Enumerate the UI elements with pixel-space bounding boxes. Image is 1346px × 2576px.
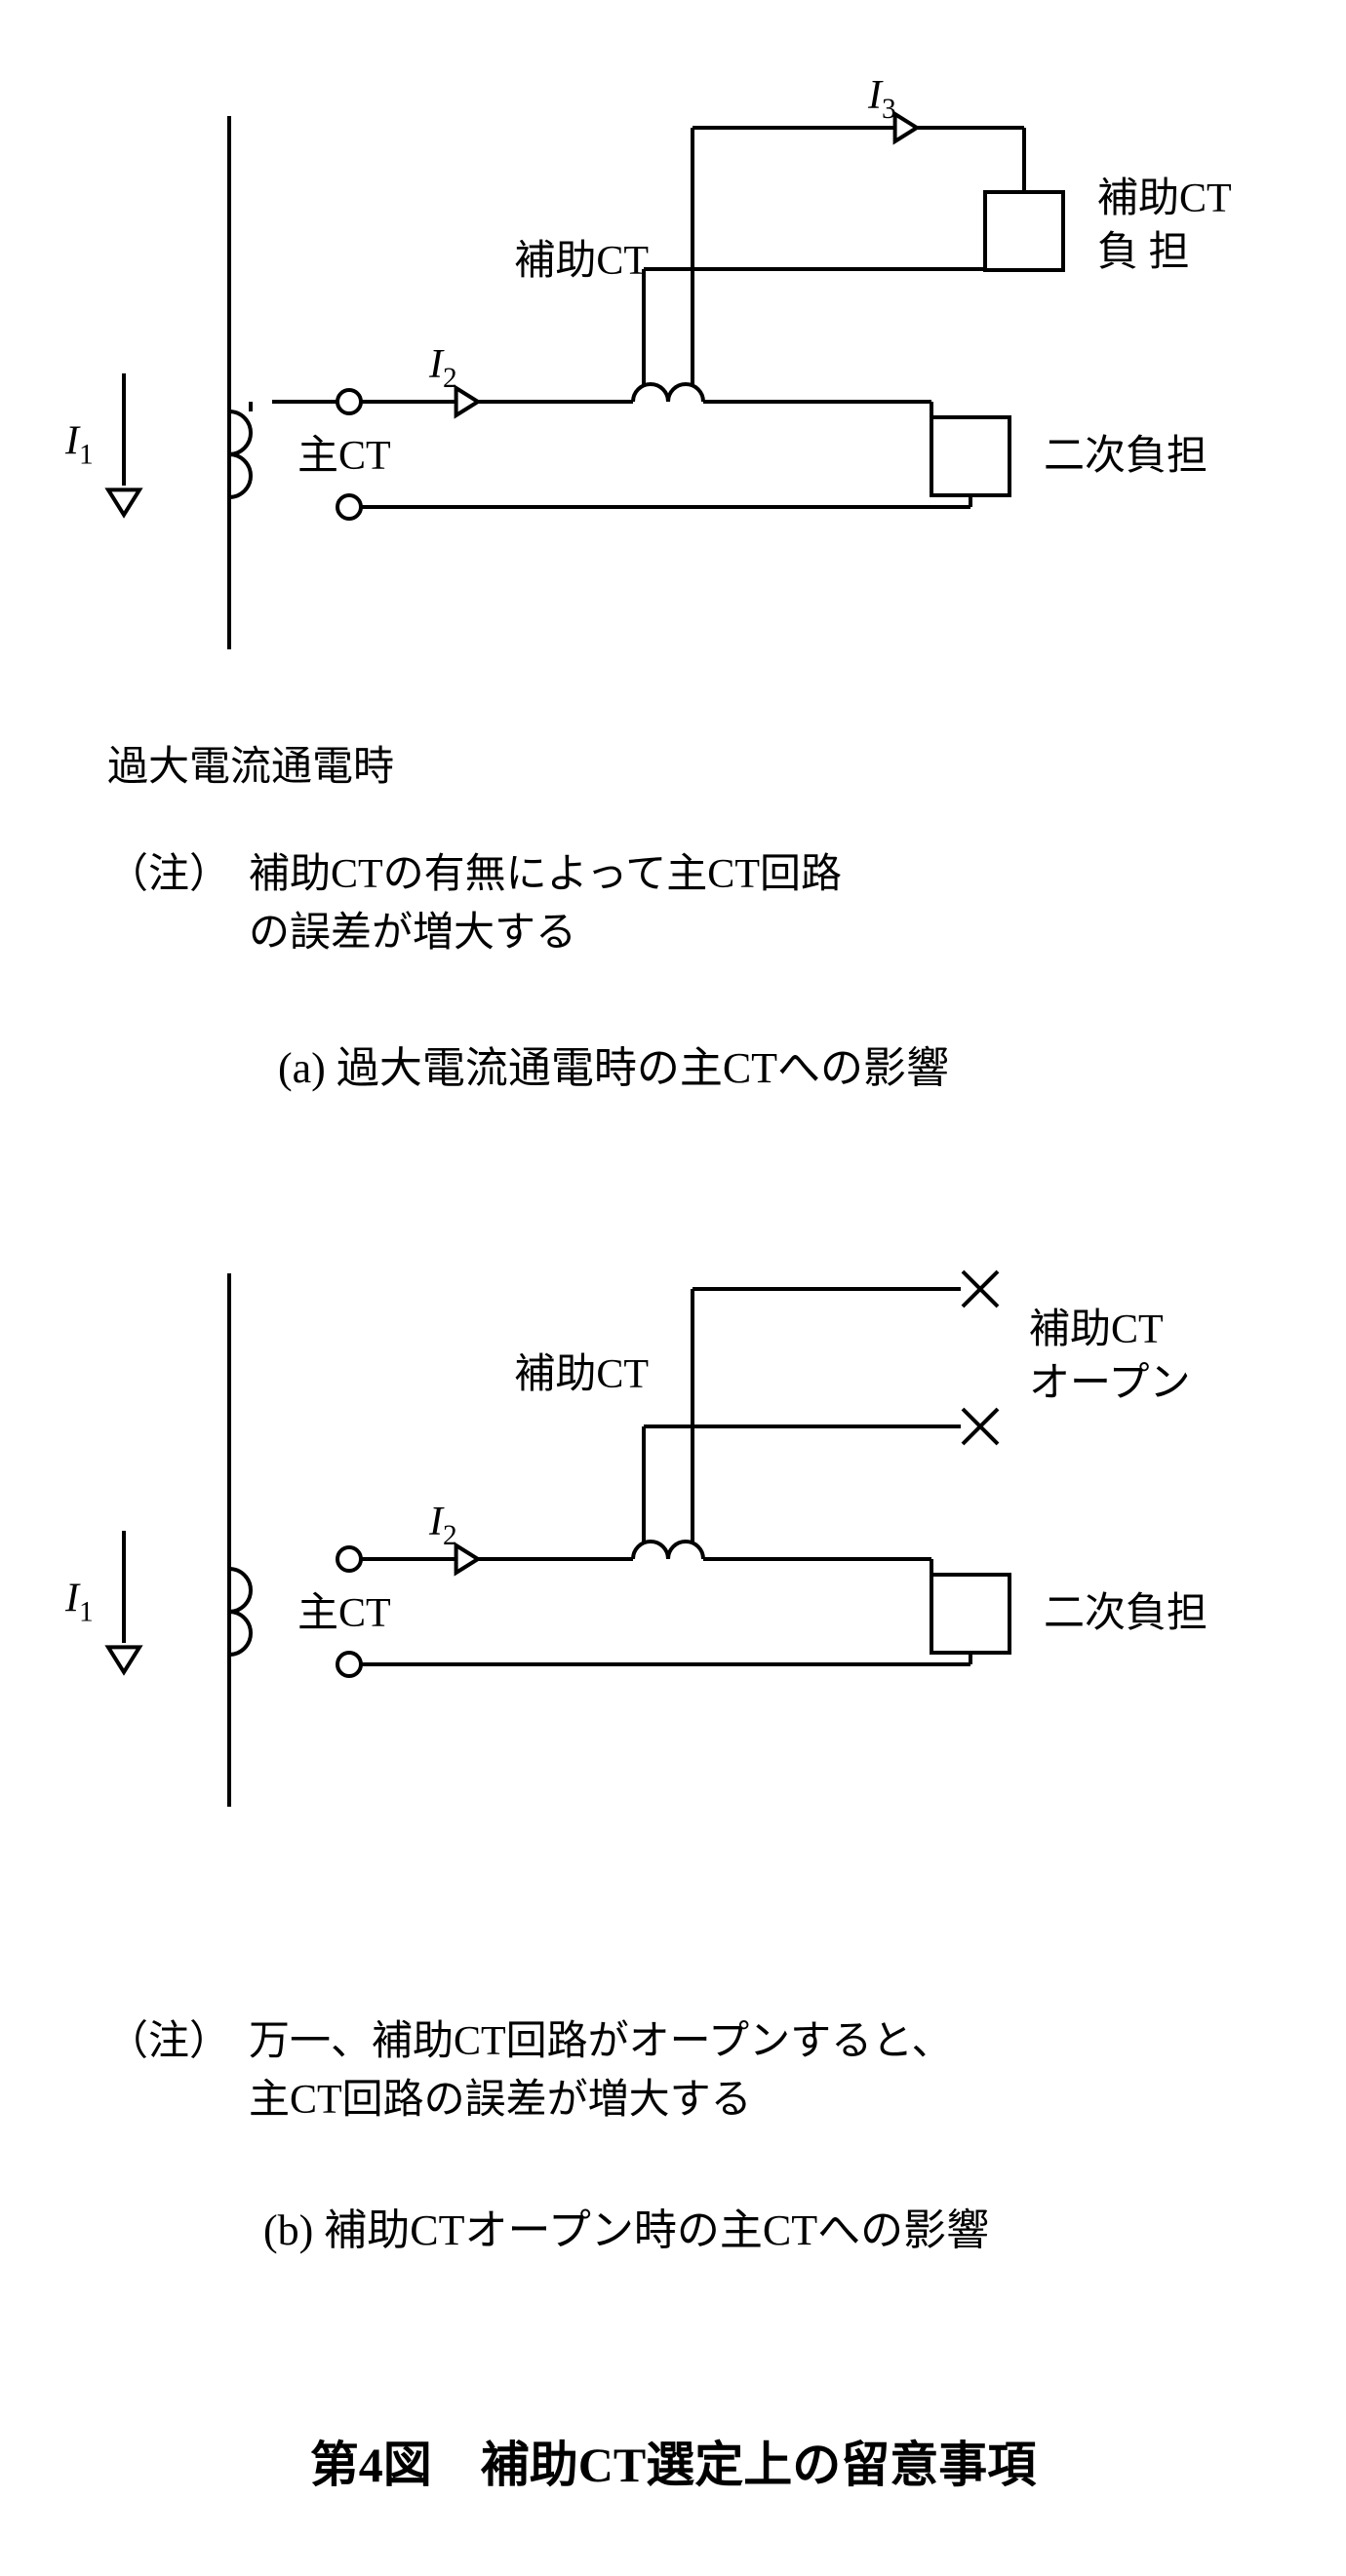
svg-text:(a) 過大電流通電時の主CTへの影響: (a) 過大電流通電時の主CTへの影響: [278, 1044, 949, 1092]
svg-text:I2: I2: [428, 1500, 457, 1551]
svg-text:主CT: 主CT: [297, 434, 391, 479]
svg-text:二次負担: 二次負担: [1044, 1591, 1207, 1636]
svg-text:（注）: （注）: [107, 2018, 230, 2064]
svg-text:過大電流通電時: 過大電流通電時: [107, 745, 394, 790]
svg-text:万一、補助CT回路がオープンすると、: 万一、補助CT回路がオープンすると、: [249, 2018, 952, 2064]
svg-text:補助CT: 補助CT: [514, 239, 649, 284]
svg-text:I1: I1: [64, 419, 94, 471]
figure-svg: I1 I2 主CT 二次負担 I3 補助CT 補助CT 負 担過大電流通電時 （注） 補助CTの有…: [0, 0, 1346, 2571]
svg-text:主CT回路の誤差が増大する: 主CT回路の誤差が増大する: [249, 2077, 752, 2123]
svg-text:（注）: （注）: [107, 851, 230, 897]
svg-text:補助CT: 補助CT: [1097, 176, 1232, 221]
svg-text:主CT: 主CT: [297, 1591, 391, 1636]
svg-text:I2: I2: [428, 342, 457, 394]
svg-text:補助CT: 補助CT: [1029, 1308, 1164, 1352]
diagram-b: I1 I2 主CT 二次負担 補助CT 補助CT オープン （注） 万一、補助CT回路がオープン…: [64, 1271, 1207, 2254]
svg-text:補助CT: 補助CT: [514, 1352, 649, 1397]
svg-text:(b) 補助CTオープン時の主CTへの影響: (b) 補助CTオープン時の主CTへの影響: [263, 2206, 989, 2254]
page: I1 I2 主CT 二次負担 I3 補助CT 補助CT 負 担過大電流通電時 （注） 補助CTの有…: [0, 0, 1346, 2571]
svg-text:二次負担: 二次負担: [1044, 434, 1207, 479]
svg-text:の誤差が増大する: の誤差が増大する: [249, 910, 576, 956]
svg-text:補助CTの有無によって主CT回路: 補助CTの有無によって主CT回路: [249, 852, 842, 897]
svg-text:I1: I1: [64, 1577, 94, 1628]
svg-text:オープン: オープン: [1029, 1361, 1190, 1406]
diagram-a: I1 I2 主CT 二次負担 I3 補助CT 補助CT 負 担過大電流通電時 （注） 補助CTの有…: [64, 73, 1232, 1092]
figure-title: 第4図 補助CT選定上の留意事項: [310, 2438, 1037, 2492]
svg-text:I3: I3: [867, 73, 896, 125]
svg-text:負 担: 負 担: [1097, 230, 1190, 275]
